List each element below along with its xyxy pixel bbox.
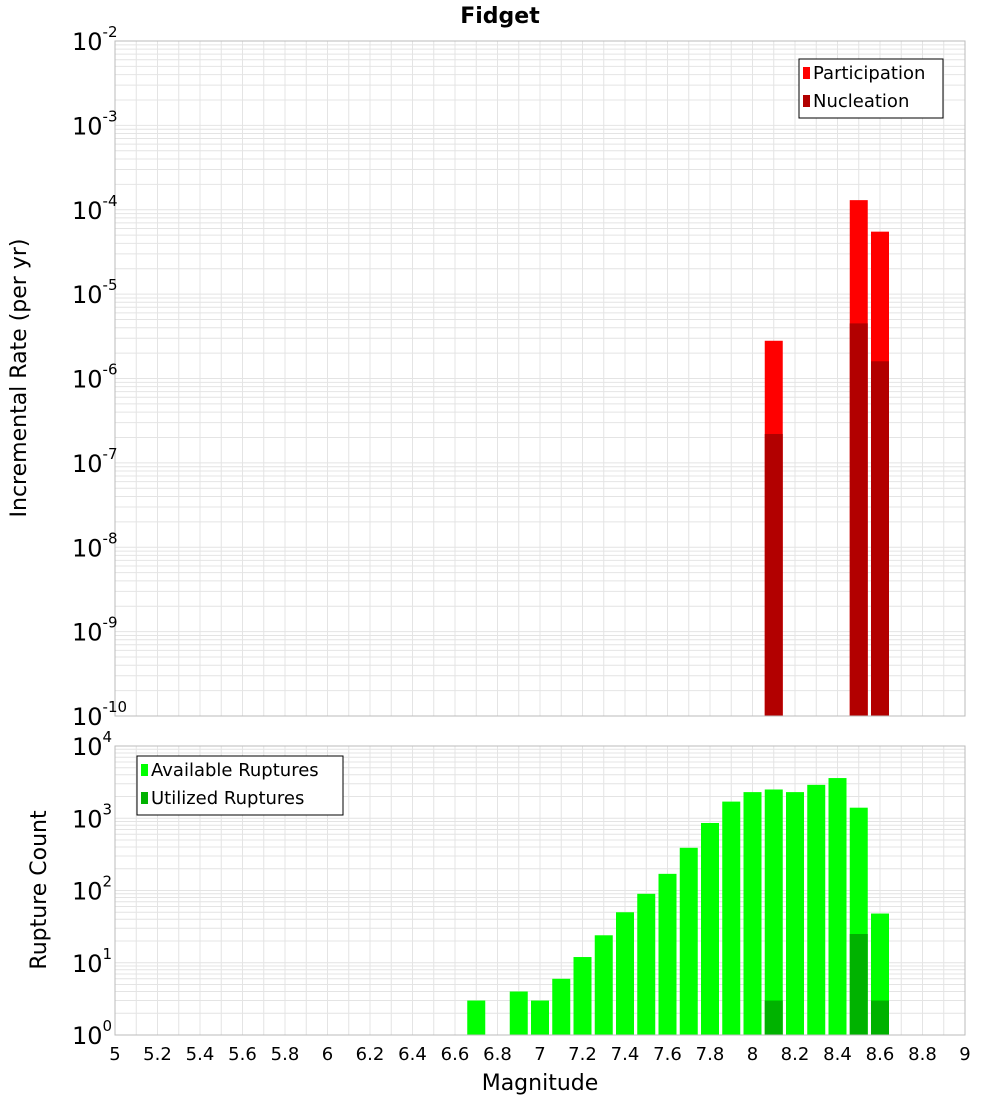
y-tick-label: 10-3 — [72, 107, 118, 140]
utilized-ruptures-bar — [871, 1000, 889, 1035]
grid — [114, 41, 966, 717]
plot-frame — [114, 40, 966, 717]
x-tick-label: 5.2 — [143, 1044, 172, 1065]
y-tick-label: 100 — [72, 1017, 112, 1050]
available-ruptures-bar — [764, 789, 783, 1035]
x-tick-label: 7.4 — [611, 1044, 640, 1065]
plot-frame — [114, 745, 966, 1036]
legend: Available Ruptures Utilized Ruptures — [136, 755, 344, 816]
x-tick-label: 8.6 — [866, 1044, 895, 1065]
available-ruptures-bar — [658, 873, 677, 1035]
count-y-axis-label: Rupture Count — [27, 810, 52, 970]
legend-box — [798, 58, 944, 119]
y-tick-label: 103 — [72, 800, 112, 833]
available-ruptures-bar — [531, 1000, 549, 1035]
rate-y-axis-label: Incremental Rate (per yr) — [7, 239, 32, 518]
x-tick-label: 6 — [322, 1044, 333, 1065]
x-tick-label: 8.8 — [908, 1044, 937, 1065]
legend-label: Utilized Ruptures — [151, 788, 304, 809]
available-ruptures-bar — [786, 792, 804, 1035]
legend-box — [136, 755, 344, 816]
available-ruptures-bar — [722, 801, 741, 1035]
y-tick-label: 104 — [72, 728, 112, 761]
legend-label: Nucleation — [813, 91, 909, 112]
x-tick-label: 8.2 — [781, 1044, 810, 1065]
x-tick-label: 7.2 — [568, 1044, 597, 1065]
utilized-ruptures-bar — [849, 933, 868, 1035]
available-ruptures-bar — [743, 792, 762, 1035]
x-tick-label: 6.4 — [398, 1044, 427, 1065]
y-tick-label: 102 — [72, 873, 112, 906]
available-ruptures-bar — [552, 978, 571, 1035]
x-tick-label: 6.8 — [483, 1044, 512, 1065]
y-tick-label: 10-10 — [72, 698, 127, 731]
y-tick-labels: 100 101 102 103 104 — [72, 728, 112, 1050]
chart-title: Fidget — [460, 4, 540, 29]
available-ruptures-bar — [679, 847, 698, 1035]
y-tick-label: 10-9 — [72, 614, 118, 647]
nucleation-bar — [849, 323, 868, 716]
available-ruptures-bar — [828, 778, 847, 1035]
y-tick-label: 10-5 — [72, 276, 118, 309]
x-tick-label: 8 — [747, 1044, 758, 1065]
bars — [467, 778, 889, 1035]
available-ruptures-bar — [616, 912, 634, 1035]
y-tick-label: 10-7 — [72, 445, 118, 478]
available-ruptures-bar — [807, 784, 826, 1035]
x-tick-label: 5 — [109, 1044, 120, 1065]
legend-swatch — [803, 95, 810, 107]
x-tick-label: 6.2 — [356, 1044, 385, 1065]
y-tick-label: 101 — [72, 945, 112, 978]
x-tick-label: 6.6 — [441, 1044, 470, 1065]
available-ruptures-bar — [509, 991, 528, 1035]
available-ruptures-bar — [467, 1000, 486, 1035]
x-tick-label: 9 — [959, 1044, 970, 1065]
available-ruptures-bar — [594, 935, 613, 1035]
available-ruptures-bar — [573, 957, 592, 1035]
legend-swatch — [141, 764, 148, 776]
x-tick-label: 7.6 — [653, 1044, 682, 1065]
y-tick-label: 10-4 — [72, 192, 118, 225]
x-tick-label: 8.4 — [823, 1044, 852, 1065]
x-tick-labels: 5 5.2 5.4 5.6 5.8 6 6.2 6.4 6.6 6.8 7 7.2 7.4 7.6 7.8 8… — [109, 1044, 970, 1065]
nucleation-bar — [764, 433, 783, 716]
legend-swatch — [141, 792, 148, 804]
legend-label: Available Ruptures — [151, 760, 319, 781]
legend-swatch — [803, 67, 810, 79]
available-ruptures-bar — [637, 893, 656, 1035]
x-tick-label: 5.4 — [186, 1044, 215, 1065]
bars — [764, 200, 889, 716]
legend: Participation Nucleation — [798, 58, 944, 119]
rate-panel: 10-10 10-9 10-8 10-7 10-6 10-5 10-4 10-3 10-2 Par… — [72, 23, 966, 731]
available-ruptures-bar — [701, 822, 719, 1035]
x-tick-label: 5.8 — [271, 1044, 300, 1065]
x-tick-label: 7 — [534, 1044, 545, 1065]
rupture-count-panel: 100 101 102 103 104 Available Ruptures Utilize… — [72, 728, 971, 1065]
utilized-ruptures-bar — [764, 1000, 783, 1035]
legend-label: Participation — [813, 63, 925, 84]
x-tick-label: 7.8 — [696, 1044, 725, 1065]
y-tick-label: 10-2 — [72, 23, 118, 56]
x-tick-label: 5.6 — [228, 1044, 257, 1065]
x-axis-label: Magnitude — [482, 1071, 599, 1096]
y-tick-label: 10-6 — [72, 361, 118, 394]
nucleation-bar — [871, 361, 889, 716]
y-tick-label: 10-8 — [72, 529, 118, 562]
